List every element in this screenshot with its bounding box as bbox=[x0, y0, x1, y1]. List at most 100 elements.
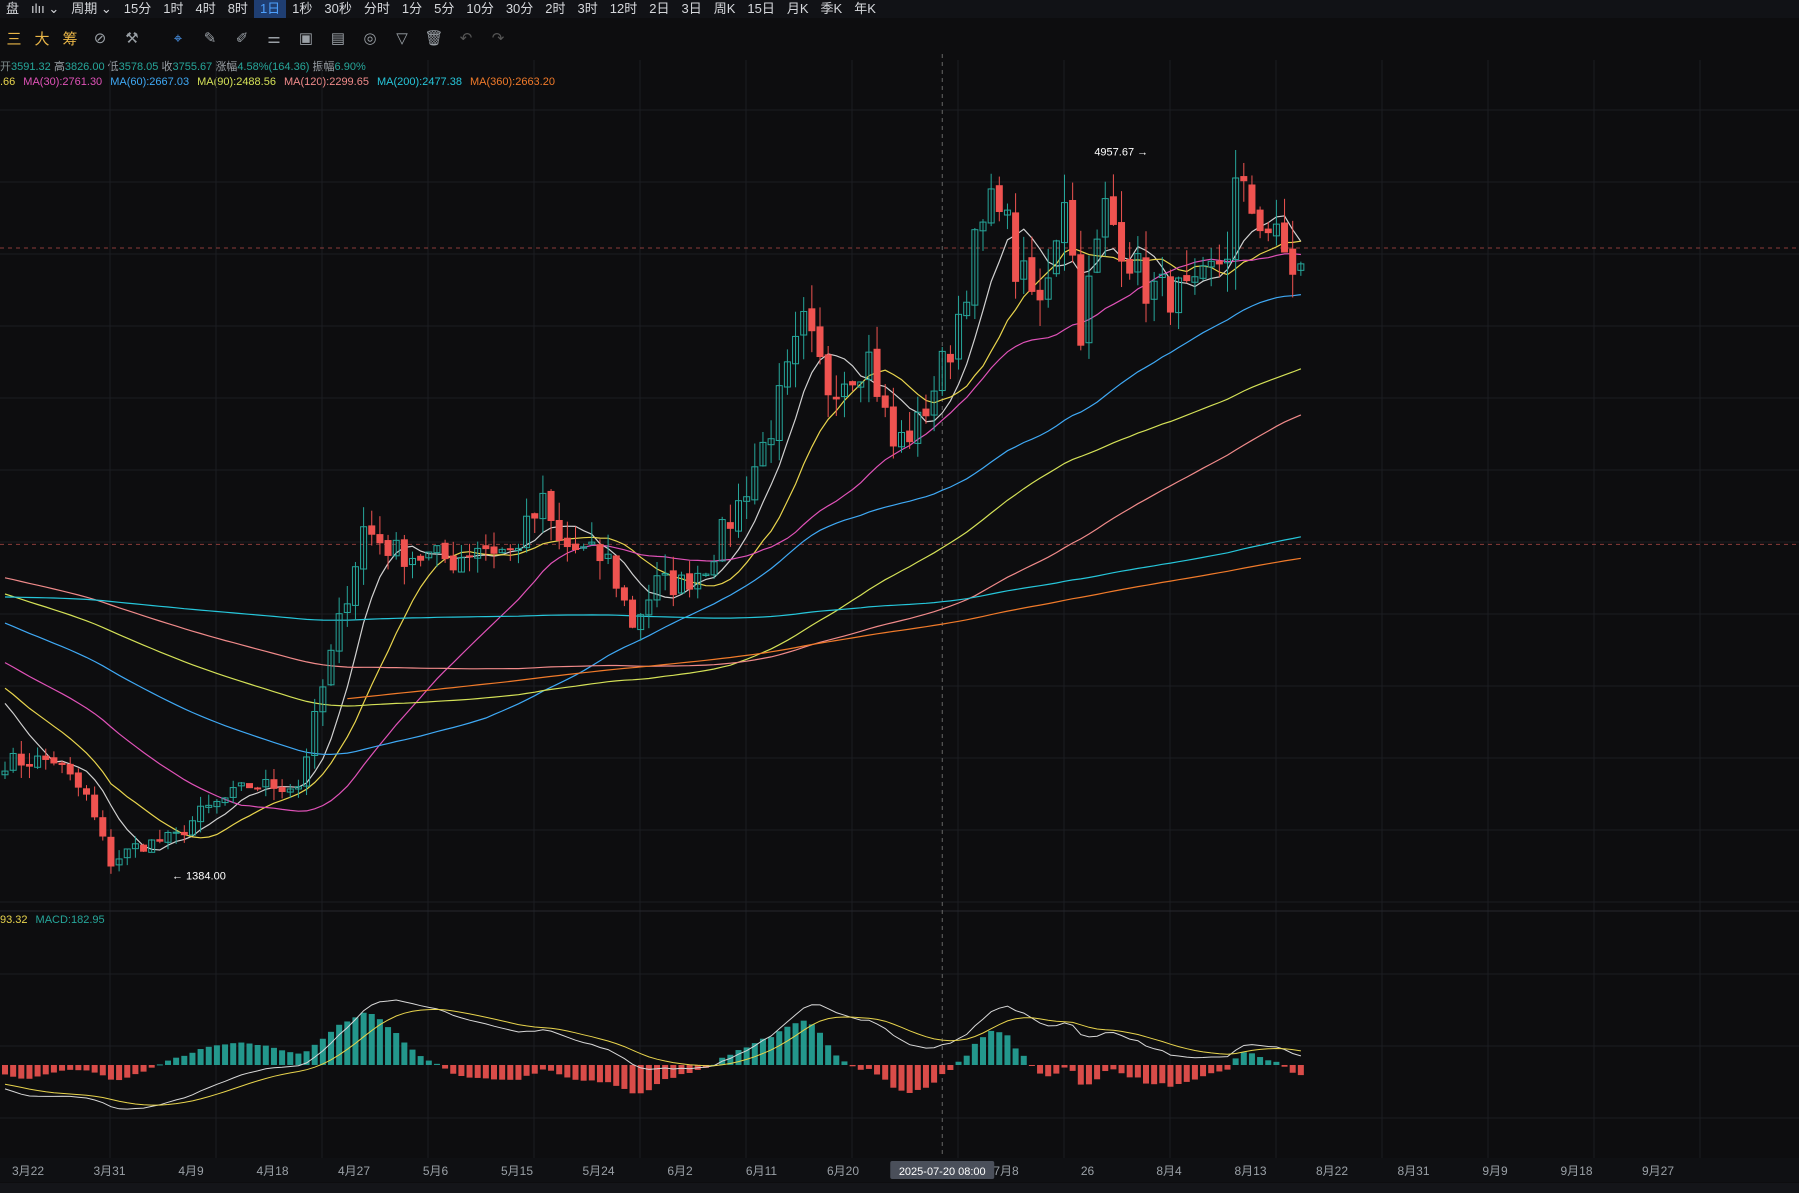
trash-icon[interactable]: 🗑 bbox=[424, 30, 444, 47]
ma-legend-item: MA(120):2299.65 bbox=[283, 76, 369, 88]
timeframe-21[interactable]: 15日 bbox=[747, 1, 775, 16]
macd-histogram-bar bbox=[645, 1065, 652, 1091]
cursor-icon[interactable]: ⌖ bbox=[173, 29, 183, 47]
macd-histogram-bar bbox=[947, 1065, 954, 1070]
candle-body bbox=[775, 385, 783, 441]
candle-body bbox=[669, 570, 677, 596]
timeframe-23[interactable]: 季K bbox=[820, 1, 843, 16]
timeframe-15[interactable]: 2时 bbox=[545, 1, 566, 16]
clipboard-icon[interactable]: ▣ bbox=[298, 30, 314, 47]
candle-body bbox=[25, 764, 33, 767]
pattern-icon[interactable]: ⚌ bbox=[267, 30, 281, 47]
macd-histogram-bar bbox=[34, 1065, 41, 1077]
candle-body bbox=[83, 788, 90, 795]
timeframe-4[interactable]: 1时 bbox=[163, 1, 184, 16]
timeframe-18[interactable]: 2日 bbox=[649, 1, 670, 16]
timeframe-1[interactable]: ılıı ⌄ bbox=[31, 1, 60, 16]
candle-body bbox=[1052, 240, 1060, 275]
x-tick-label: 7月8 bbox=[993, 1164, 1019, 1178]
candle-body bbox=[1256, 209, 1264, 232]
macd-dif-line bbox=[4, 999, 1302, 1110]
tool-text-0[interactable]: 三 bbox=[6, 30, 22, 48]
macd-histogram-bar bbox=[336, 1024, 343, 1065]
candle-body bbox=[482, 545, 490, 550]
candle-body bbox=[1289, 248, 1297, 275]
brush-icon[interactable]: ✐ bbox=[235, 30, 249, 47]
candle-body bbox=[74, 772, 82, 788]
candle-body bbox=[1248, 184, 1256, 214]
candle-body bbox=[1215, 260, 1223, 265]
tools-icon[interactable]: ⚒ bbox=[125, 30, 139, 47]
candle-body bbox=[319, 686, 327, 713]
candle-body bbox=[343, 603, 351, 613]
candle-body bbox=[91, 794, 99, 818]
template-icon[interactable]: ▤ bbox=[330, 30, 346, 47]
candle-body bbox=[808, 308, 816, 332]
pencil-icon[interactable]: ✎ bbox=[203, 30, 217, 47]
undo-icon[interactable]: ↶ bbox=[459, 30, 473, 47]
macd-histogram-bar bbox=[1061, 1065, 1068, 1068]
candle-body bbox=[710, 561, 718, 576]
timeframe-3[interactable]: 15分 bbox=[123, 1, 152, 16]
filter-icon[interactable]: ▽ bbox=[396, 30, 408, 47]
timeframe-8[interactable]: 1秒 bbox=[292, 1, 313, 16]
timeframe-14[interactable]: 30分 bbox=[505, 1, 534, 16]
macd-histogram-bar bbox=[156, 1064, 163, 1066]
magnet-icon[interactable]: ◎ bbox=[363, 30, 377, 47]
candle-body bbox=[563, 537, 571, 548]
timeframe-20[interactable]: 周K bbox=[713, 1, 736, 16]
timeframe-7[interactable]: 1日 bbox=[253, 0, 287, 18]
timeframe-5[interactable]: 4时 bbox=[195, 1, 216, 16]
redo-icon[interactable]: ↷ bbox=[491, 30, 505, 47]
macd-histogram-bar bbox=[637, 1065, 644, 1094]
candle-body bbox=[417, 555, 425, 561]
macd-histogram-bar bbox=[50, 1065, 57, 1073]
timeframe-6[interactable]: 8时 bbox=[227, 1, 248, 16]
timeframe-2[interactable]: 周期 ⌄ bbox=[71, 1, 112, 16]
candle-body bbox=[457, 557, 465, 573]
macd-histogram-bar bbox=[222, 1044, 229, 1065]
candle-body bbox=[514, 547, 522, 551]
candle-body bbox=[653, 575, 661, 601]
candle-body bbox=[254, 787, 262, 790]
candle-body bbox=[180, 831, 188, 836]
timeframe-12[interactable]: 5分 bbox=[434, 1, 455, 16]
macd-histogram-bar bbox=[1167, 1065, 1174, 1087]
macd-histogram-bar bbox=[1151, 1065, 1158, 1085]
timeframe-9[interactable]: 30秒 bbox=[324, 1, 352, 16]
candle-body bbox=[311, 711, 319, 756]
x-tick-label: 8月22 bbox=[1316, 1164, 1348, 1178]
candle-body bbox=[1281, 222, 1289, 253]
timeframe-19[interactable]: 3日 bbox=[681, 1, 702, 16]
tool-text-1[interactable]: 大 bbox=[34, 30, 50, 48]
timeframe-17[interactable]: 12时 bbox=[609, 1, 638, 16]
candle-body bbox=[898, 431, 905, 448]
candle-body bbox=[392, 539, 400, 557]
candle-body bbox=[857, 381, 865, 388]
macd-histogram-bar bbox=[99, 1065, 106, 1076]
tool-text-2[interactable]: 筹 bbox=[62, 30, 78, 48]
indicator-icon[interactable]: ⊘ bbox=[93, 30, 107, 47]
candle-body bbox=[1134, 253, 1142, 273]
candle-body bbox=[335, 613, 343, 652]
timeframe-22[interactable]: 月K bbox=[786, 1, 809, 16]
macd-histogram-bar bbox=[1143, 1065, 1149, 1084]
candle-body bbox=[718, 519, 726, 562]
macd-histogram-bar bbox=[825, 1045, 832, 1065]
macd-histogram-bar bbox=[499, 1065, 506, 1080]
macd-histogram-bar bbox=[1191, 1065, 1198, 1080]
macd-histogram-bar bbox=[1012, 1048, 1019, 1065]
timeframe-24[interactable]: 年K bbox=[854, 1, 876, 16]
macd-histogram-bar bbox=[287, 1052, 294, 1065]
x-tick-label: 8月31 bbox=[1397, 1164, 1429, 1178]
timeframe-11[interactable]: 1分 bbox=[401, 1, 423, 16]
timeframe-10[interactable]: 分时 bbox=[363, 1, 390, 16]
x-tick-label: 5月15 bbox=[501, 1164, 533, 1178]
timeframe-13[interactable]: 10分 bbox=[466, 1, 494, 16]
timeframe-0[interactable]: 盘 bbox=[6, 1, 20, 16]
candle-body bbox=[955, 313, 963, 360]
macd-histogram-bar bbox=[922, 1065, 929, 1088]
macd-histogram-bar bbox=[507, 1065, 514, 1080]
timeframe-16[interactable]: 3时 bbox=[577, 1, 598, 16]
